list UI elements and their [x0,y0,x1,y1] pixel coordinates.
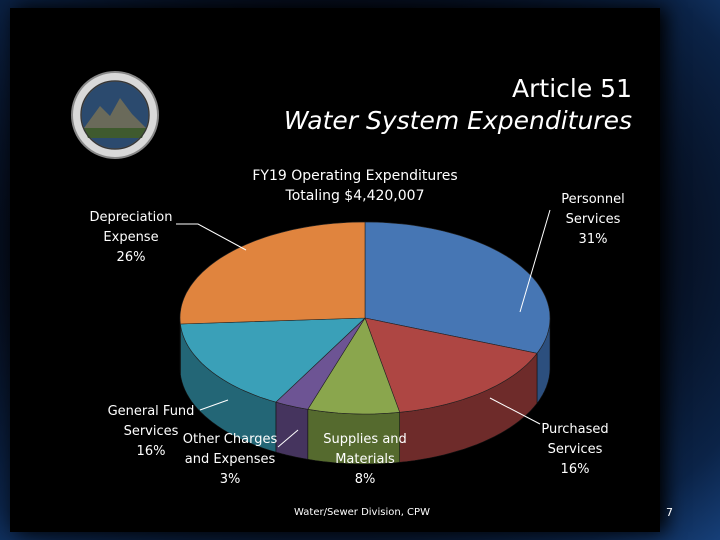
pie-slice-supplies [307,317,401,415]
page-number: 7 [666,506,673,519]
slice-label-depreciation: Depreciation Expense 26% [89,210,173,265]
pie-slice-general-fund [180,317,366,403]
pie-slice-purchased [364,317,538,413]
slide-title: Article 51 [512,74,632,103]
pie-slice-personnel [364,221,551,354]
leader-line-personnel [519,209,551,313]
seal-logo-icon [71,71,159,159]
slice-label-supplies: Supplies and Materials 8% [323,432,407,487]
slice-label-personnel: Personnel Services 31% [561,192,625,247]
slide-subtitle: Water System Expenditures [283,106,632,135]
chart-title: FY19 Operating Expenditures Totaling $4,… [252,168,458,204]
pie-slice-depreciation [179,221,366,325]
footer-text: Water/Sewer Division, CPW [294,507,430,518]
slice-label-purchased: Purchased Services 16% [541,422,609,477]
slice-label-general-fund: General Fund Services 16% [107,404,195,459]
leader-line-purchased [489,397,541,425]
leader-line-other [277,429,299,448]
leader-line-depreciation [176,223,247,251]
leader-line-general-fund [199,399,229,411]
slice-label-other: Other Charges and Expenses 3% [182,432,278,487]
pie-slice-other [275,317,366,410]
